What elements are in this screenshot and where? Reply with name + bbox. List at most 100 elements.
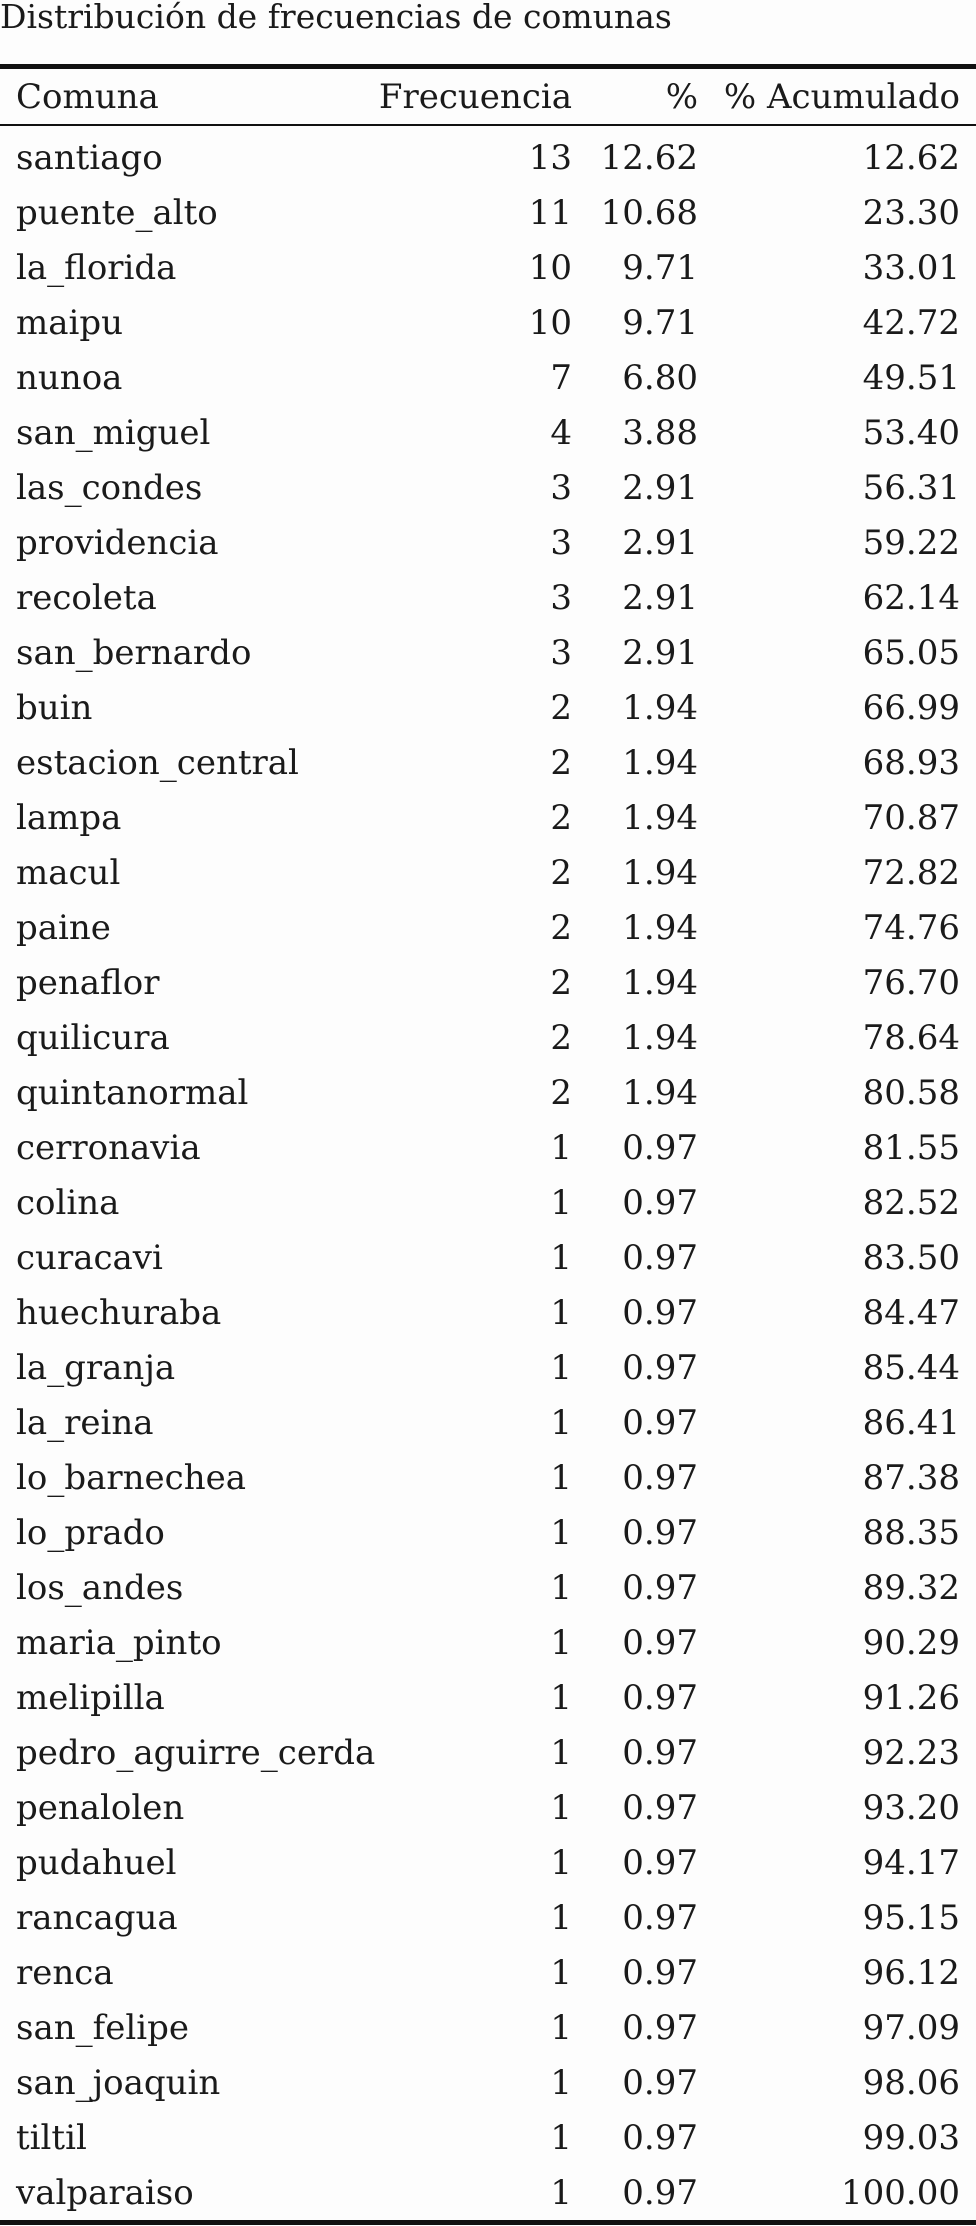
table-row: pudahuel 1 0.97 94.17 — [0, 1835, 976, 1890]
cell-frecuencia: 2 — [550, 687, 572, 728]
cell-cumulative-percent: 53.40 — [862, 412, 960, 453]
cell-cumulative-percent: 70.87 — [862, 797, 960, 838]
cell-cumulative-percent: 72.82 — [862, 852, 960, 893]
cell-comuna: lo_prado — [16, 1512, 165, 1553]
column-header-frecuencia: Frecuencia — [360, 66, 572, 126]
cell-frecuencia: 1 — [550, 2007, 572, 2048]
cell-frecuencia: 3 — [550, 632, 572, 673]
table-row: cerronavia 1 0.97 81.55 — [0, 1120, 976, 1175]
cell-percent: 0.97 — [622, 2007, 698, 2048]
cell-frecuencia: 11 — [528, 192, 572, 233]
table-row: quintanormal 2 1.94 80.58 — [0, 1065, 976, 1120]
cell-comuna: quilicura — [16, 1017, 170, 1058]
cell-percent: 0.97 — [622, 1842, 698, 1883]
table-row: estacion_central 2 1.94 68.93 — [0, 735, 976, 790]
cell-percent: 0.97 — [622, 1402, 698, 1443]
cell-comuna: macul — [16, 852, 121, 893]
cell-frecuencia: 2 — [550, 797, 572, 838]
cell-comuna: providencia — [16, 522, 219, 563]
table-row: los_andes 1 0.97 89.32 — [0, 1560, 976, 1615]
cell-percent: 0.97 — [622, 1292, 698, 1333]
cell-percent: 0.97 — [622, 2117, 698, 2158]
cell-cumulative-percent: 76.70 — [862, 962, 960, 1003]
cell-cumulative-percent: 95.15 — [862, 1897, 960, 1938]
table-row: melipilla 1 0.97 91.26 — [0, 1670, 976, 1725]
cell-percent: 2.91 — [622, 577, 698, 618]
frequency-table: Comuna Frecuencia % % Acumulado santiago… — [0, 64, 976, 2225]
cell-percent: 1.94 — [622, 1072, 698, 1113]
cell-comuna: colina — [16, 1182, 120, 1223]
table-row: lo_prado 1 0.97 88.35 — [0, 1505, 976, 1560]
cell-frecuencia: 2 — [550, 1072, 572, 1113]
cell-percent: 1.94 — [622, 797, 698, 838]
cell-cumulative-percent: 91.26 — [862, 1677, 960, 1718]
cell-cumulative-percent: 90.29 — [862, 1622, 960, 1663]
cell-percent: 0.97 — [622, 1787, 698, 1828]
table-row: maipu 10 9.71 42.72 — [0, 295, 976, 350]
cell-percent: 1.94 — [622, 687, 698, 728]
cell-cumulative-percent: 74.76 — [862, 907, 960, 948]
cell-frecuencia: 10 — [528, 302, 572, 343]
cell-percent: 1.94 — [622, 852, 698, 893]
cell-frecuencia: 1 — [550, 1457, 572, 1498]
table-row: tiltil 1 0.97 99.03 — [0, 2110, 976, 2165]
cell-comuna: quintanormal — [16, 1072, 249, 1113]
cell-cumulative-percent: 83.50 — [862, 1237, 960, 1278]
cell-frecuencia: 1 — [550, 1787, 572, 1828]
cell-frecuencia: 1 — [550, 2172, 572, 2213]
cell-percent: 1.94 — [622, 907, 698, 948]
table-row: lo_barnechea 1 0.97 87.38 — [0, 1450, 976, 1505]
cell-comuna: penalolen — [16, 1787, 185, 1828]
cell-comuna: curacavi — [16, 1237, 163, 1278]
cell-percent: 2.91 — [622, 632, 698, 673]
cell-percent: 9.71 — [622, 302, 698, 343]
cell-frecuencia: 1 — [550, 1182, 572, 1223]
cell-frecuencia: 1 — [550, 1842, 572, 1883]
table-row: macul 2 1.94 72.82 — [0, 845, 976, 900]
cell-cumulative-percent: 49.51 — [862, 357, 960, 398]
cell-cumulative-percent: 78.64 — [862, 1017, 960, 1058]
cell-comuna: cerronavia — [16, 1127, 201, 1168]
cell-comuna: maipu — [16, 302, 124, 343]
table-row: huechuraba 1 0.97 84.47 — [0, 1285, 976, 1340]
cell-cumulative-percent: 87.38 — [862, 1457, 960, 1498]
cell-frecuencia: 1 — [550, 1732, 572, 1773]
cell-percent: 9.71 — [622, 247, 698, 288]
cell-cumulative-percent: 62.14 — [862, 577, 960, 618]
cell-percent: 0.97 — [622, 1237, 698, 1278]
table-row: quilicura 2 1.94 78.64 — [0, 1010, 976, 1065]
cell-comuna: san_bernardo — [16, 632, 252, 673]
cell-frecuencia: 1 — [550, 1402, 572, 1443]
cell-comuna: santiago — [16, 137, 163, 178]
cell-percent: 0.97 — [622, 1677, 698, 1718]
cell-cumulative-percent: 96.12 — [862, 1952, 960, 1993]
cell-comuna: pudahuel — [16, 1842, 177, 1883]
cell-comuna: huechuraba — [16, 1292, 222, 1333]
cell-frecuencia: 3 — [550, 577, 572, 618]
cell-comuna: valparaiso — [16, 2172, 194, 2213]
cell-cumulative-percent: 12.62 — [862, 137, 960, 178]
table-row: renca 1 0.97 96.12 — [0, 1945, 976, 2000]
table-header: Comuna Frecuencia % % Acumulado — [0, 66, 976, 126]
cell-cumulative-percent: 94.17 — [862, 1842, 960, 1883]
cell-cumulative-percent: 33.01 — [862, 247, 960, 288]
cell-cumulative-percent: 56.31 — [862, 467, 960, 508]
cell-frecuencia: 1 — [550, 1347, 572, 1388]
cell-cumulative-percent: 98.06 — [862, 2062, 960, 2103]
cell-comuna: rancagua — [16, 1897, 178, 1938]
cell-frecuencia: 2 — [550, 852, 572, 893]
cell-percent: 1.94 — [622, 1017, 698, 1058]
cell-cumulative-percent: 97.09 — [862, 2007, 960, 2048]
cell-cumulative-percent: 93.20 — [862, 1787, 960, 1828]
cell-percent: 1.94 — [622, 742, 698, 783]
cell-frecuencia: 1 — [550, 1127, 572, 1168]
cell-frecuencia: 1 — [550, 1952, 572, 1993]
cell-percent: 12.62 — [600, 137, 698, 178]
cell-comuna: los_andes — [16, 1567, 184, 1608]
cell-frecuencia: 1 — [550, 2117, 572, 2158]
cell-frecuencia: 3 — [550, 522, 572, 563]
cell-comuna: estacion_central — [16, 742, 299, 783]
table-row: recoleta 3 2.91 62.14 — [0, 570, 976, 625]
cell-cumulative-percent: 59.22 — [862, 522, 960, 563]
cell-percent: 0.97 — [622, 1457, 698, 1498]
